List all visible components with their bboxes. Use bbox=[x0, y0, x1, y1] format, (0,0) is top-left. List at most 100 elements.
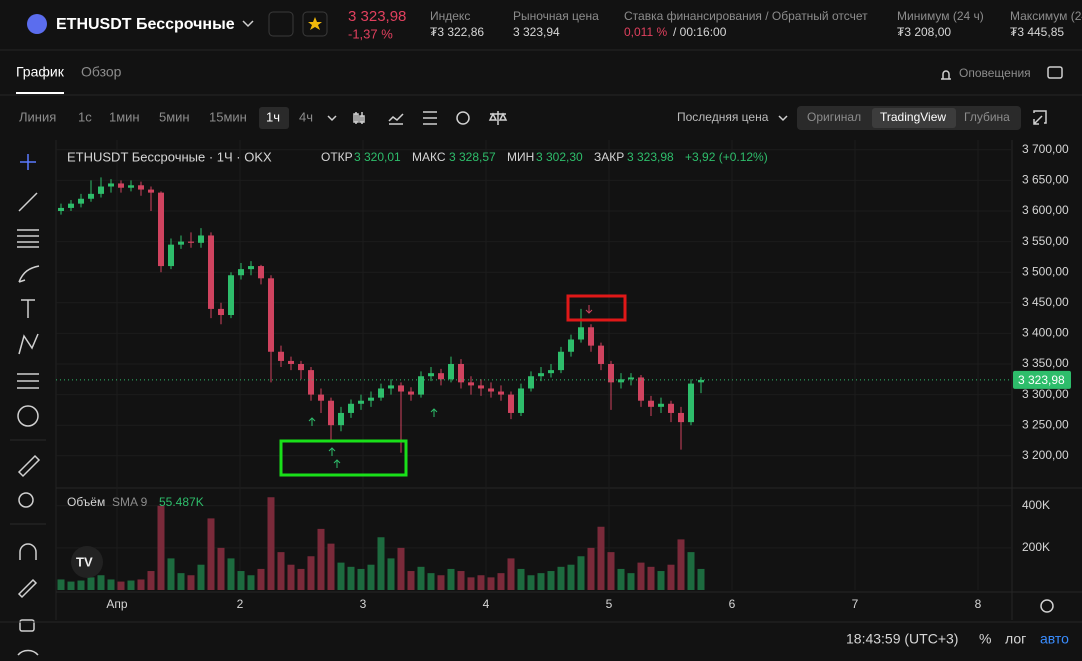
settings-icon[interactable] bbox=[456, 111, 470, 125]
view-option-active[interactable]: TradingView bbox=[880, 110, 946, 124]
zoom-tool[interactable] bbox=[18, 492, 34, 508]
text-tool[interactable] bbox=[21, 299, 35, 318]
last-price-label: 3 323,98 bbox=[1018, 373, 1065, 387]
indicator-icon[interactable] bbox=[388, 113, 404, 125]
candle-body bbox=[288, 360, 294, 364]
trendline-tool[interactable] bbox=[18, 192, 38, 212]
candle-body bbox=[268, 278, 274, 352]
candle-body bbox=[428, 373, 434, 377]
interval[interactable]: 1с bbox=[78, 109, 92, 124]
y-tick-label: 3 700,00 bbox=[1022, 142, 1069, 156]
lock-draw-tool[interactable] bbox=[17, 578, 38, 599]
candle-body bbox=[418, 376, 424, 395]
price: 3 323,98 bbox=[348, 8, 406, 25]
legend-value: 3 302,30 bbox=[536, 150, 583, 164]
candle-body bbox=[588, 327, 594, 346]
candle-type-icon[interactable] bbox=[353, 112, 365, 124]
symbol[interactable]: ETHUSDT Бессрочные bbox=[56, 16, 235, 33]
legend-label: ОТКР bbox=[321, 150, 353, 164]
crosshair-tool[interactable] bbox=[20, 154, 36, 170]
high-label: Максимум (24 bbox=[1010, 9, 1082, 23]
fib-tool[interactable] bbox=[17, 229, 39, 248]
magnet-tool[interactable] bbox=[19, 543, 37, 560]
brush-tool[interactable] bbox=[18, 265, 40, 283]
high-value: ₮3 445,85 bbox=[1010, 25, 1064, 39]
volume-label: Объём bbox=[67, 495, 105, 509]
favorite-button[interactable] bbox=[302, 11, 328, 37]
candle-body bbox=[118, 183, 124, 188]
x-tick-label: 8 bbox=[975, 597, 982, 611]
interval[interactable]: 1мин bbox=[109, 109, 140, 124]
candles bbox=[56, 177, 1012, 590]
tab-chart[interactable]: График bbox=[16, 64, 65, 80]
percent-toggle[interactable]: % bbox=[979, 631, 991, 647]
legend-label: МАКС bbox=[412, 150, 446, 164]
interval[interactable]: 5мин bbox=[159, 109, 190, 124]
auto-toggle[interactable]: авто bbox=[1040, 631, 1069, 647]
ruler-tool[interactable] bbox=[17, 454, 41, 478]
candle-body bbox=[308, 370, 314, 395]
low-label: Минимум (24 ч) bbox=[897, 9, 984, 23]
view-option[interactable]: Оригинал bbox=[807, 110, 861, 124]
tab-overview[interactable]: Обзор bbox=[81, 64, 122, 80]
legend-label: МИН bbox=[507, 150, 534, 164]
candle-body bbox=[68, 203, 74, 208]
candle-body bbox=[388, 385, 394, 389]
candle-body bbox=[338, 412, 344, 426]
axis-settings[interactable] bbox=[1040, 599, 1054, 613]
candle-body bbox=[198, 235, 204, 243]
index-value: ₮3 322,86 bbox=[430, 25, 484, 39]
legend-change: +3,92 (+0.12%) bbox=[685, 150, 768, 164]
interval-active[interactable]: 1ч bbox=[266, 109, 280, 124]
candle-body bbox=[618, 379, 624, 383]
y-tick-label: 3 250,00 bbox=[1022, 417, 1069, 431]
lock-tool[interactable] bbox=[19, 619, 35, 632]
y-tick-label: 3 500,00 bbox=[1022, 264, 1069, 278]
interval-dropdown[interactable] bbox=[327, 115, 337, 122]
visibility-tool[interactable] bbox=[17, 649, 39, 656]
layout-icon[interactable] bbox=[1047, 66, 1063, 79]
candle-body bbox=[98, 186, 104, 194]
eth-icon bbox=[27, 14, 47, 34]
candle-body bbox=[638, 377, 644, 401]
y-tick-label: 3 600,00 bbox=[1022, 203, 1069, 217]
candle-body bbox=[668, 403, 674, 413]
tv-logo bbox=[71, 546, 103, 578]
log-toggle[interactable]: лог bbox=[1005, 631, 1026, 647]
candle-body bbox=[568, 339, 574, 352]
fullscreen-icon[interactable] bbox=[1033, 110, 1047, 125]
y-tick-label: 3 650,00 bbox=[1022, 173, 1069, 187]
candle-body bbox=[148, 189, 154, 193]
candle-body bbox=[528, 376, 534, 389]
alerts[interactable]: Оповещения bbox=[959, 66, 1031, 80]
candle-body bbox=[298, 363, 304, 371]
emoji-tool[interactable] bbox=[17, 405, 39, 427]
y-tick-label: 3 400,00 bbox=[1022, 326, 1069, 340]
highlight-box-green bbox=[279, 439, 408, 477]
legend-label: ЗАКР bbox=[594, 150, 624, 164]
candle-body bbox=[578, 327, 584, 340]
interval[interactable]: Линия bbox=[19, 109, 56, 124]
mark-value: 3 323,94 bbox=[513, 25, 560, 39]
symbol-dropdown[interactable] bbox=[242, 20, 254, 28]
price-type[interactable]: Последняя цена bbox=[677, 110, 769, 124]
candle-body bbox=[408, 391, 414, 395]
pattern-tool[interactable] bbox=[18, 333, 39, 355]
candle-body bbox=[208, 235, 214, 309]
price-type-dropdown[interactable] bbox=[778, 115, 788, 122]
prediction-tool[interactable] bbox=[17, 373, 39, 389]
buy-signals bbox=[308, 408, 438, 468]
interval[interactable]: 4ч bbox=[299, 109, 313, 124]
template-icon[interactable] bbox=[423, 111, 437, 125]
scale-icon[interactable] bbox=[488, 111, 508, 125]
change: -1,37 % bbox=[348, 26, 393, 41]
candle-body bbox=[608, 363, 614, 383]
candle-body bbox=[688, 383, 694, 423]
info-button[interactable] bbox=[268, 11, 294, 37]
candle-body bbox=[558, 351, 564, 371]
candle-body bbox=[368, 397, 374, 401]
candle-body bbox=[498, 391, 504, 395]
candle-body bbox=[598, 345, 604, 364]
interval[interactable]: 15мин bbox=[209, 109, 247, 124]
view-option[interactable]: Глубина bbox=[964, 110, 1010, 124]
